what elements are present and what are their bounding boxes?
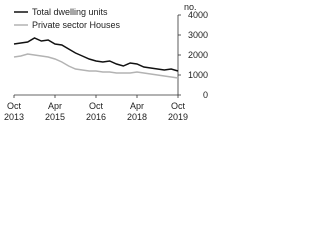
x-tick-label: Apr 2018 [127,101,147,122]
y-tick-label: 2000 [188,50,208,60]
y-tick-label: 0 [203,90,208,100]
y-tick-label: 3000 [188,30,208,40]
y-tick-label: 4000 [188,10,208,20]
legend-label: Total dwelling units [32,7,108,17]
x-tick-label: Apr 2015 [45,101,65,122]
line [13,53,179,79]
legend-label: Private sector Houses [32,20,121,30]
y-axis-label: no. [184,2,197,12]
x-tick-label: Oct 2016 [86,101,106,122]
x-tick-label: Oct 2019 [168,101,188,122]
line [13,37,179,72]
x-tick-label: Oct 2013 [4,101,24,122]
chart: no. 0 1000 2000 3000 4000 Oct 2013 Apr 2015 Oct 20… [4,2,208,122]
y-tick-label: 1000 [188,70,208,80]
